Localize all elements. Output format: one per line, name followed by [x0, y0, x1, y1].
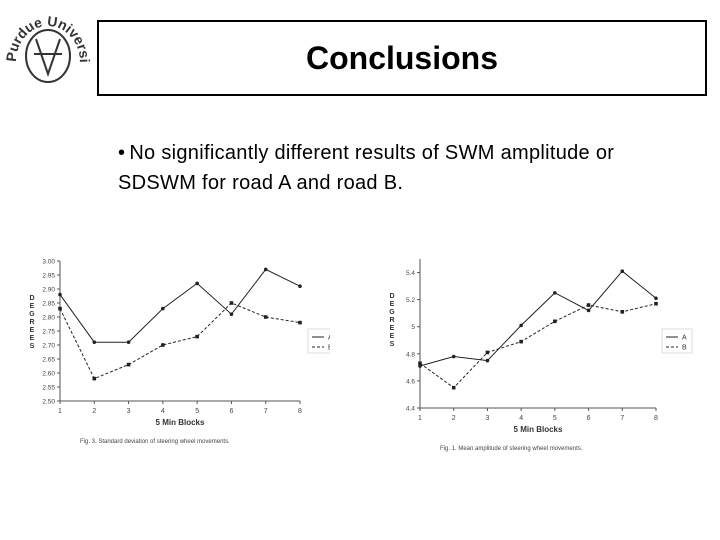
x-tick-label: 1 [418, 415, 422, 422]
point [58, 306, 62, 311]
legend-label: A [682, 335, 687, 342]
bullet-text: No significantly different results of SW… [118, 142, 615, 194]
x-axis-label: 5 Min Blocks [514, 425, 563, 434]
caption: Fig. 3. Standard deviation of steering w… [80, 439, 230, 445]
y-tick-label: 5.4 [406, 270, 415, 277]
point [229, 312, 234, 316]
point [451, 385, 456, 390]
y-axis-label: DEGREES [388, 293, 395, 349]
x-tick-label: 2 [452, 415, 456, 422]
point [553, 319, 557, 324]
point [553, 291, 557, 295]
point [161, 306, 165, 311]
point [229, 301, 234, 305]
series-line [419, 270, 657, 367]
point [58, 292, 62, 297]
legend-label: B [328, 345, 330, 352]
y-axis-label: DEGREES [28, 295, 35, 351]
x-tick-label: 6 [229, 408, 233, 415]
y-tick-label: 2.85 [42, 301, 55, 308]
x-tick-label: 8 [654, 415, 658, 422]
series-line [59, 302, 301, 380]
y-tick-label: 4.6 [406, 378, 415, 385]
point [620, 269, 625, 273]
point [195, 281, 199, 286]
point [418, 364, 422, 368]
x-tick-label: 2 [92, 408, 96, 415]
y-tick-label: 4.4 [406, 406, 415, 413]
x-tick-label: 5 [553, 415, 557, 422]
legend-label: B [682, 345, 687, 352]
x-tick-label: 4 [519, 415, 523, 422]
x-axis-label: 5 Min Blocks [156, 418, 205, 427]
y-tick-label: 2.90 [42, 287, 55, 294]
y-tick-label: 5.2 [406, 297, 415, 304]
point [620, 310, 625, 314]
point [92, 340, 97, 344]
x-tick-label: 7 [264, 408, 268, 415]
point [263, 267, 268, 272]
x-tick-label: 3 [485, 415, 489, 422]
chart-left: 2.50 2.55 2.60 2.65 2.70 2.75 2.80 2.85 2.90 2.95… [28, 259, 330, 445]
title-box: Conclusions [97, 20, 707, 96]
point [126, 362, 131, 367]
logo: Purdue University [4, 4, 92, 83]
bullet: No significantly different results of SW… [118, 138, 638, 198]
point [195, 334, 199, 339]
point [485, 350, 490, 355]
point [654, 301, 658, 306]
y-tick-label: 2.65 [42, 357, 55, 364]
y-tick-label: 2.50 [42, 399, 55, 406]
chart-right: 4.4 4.6 4.8 5 5.2 5.4 1 2 3 4 5 6 7 8 5 Min Blocks DEGR… [388, 259, 693, 452]
y-tick-label: 3.00 [42, 259, 55, 266]
series-line [59, 268, 301, 343]
slide-title: Conclusions [305, 39, 498, 76]
caption: Fig. 1. Mean amplitude of steering wheel… [440, 446, 583, 452]
x-tick-label: 3 [127, 408, 131, 415]
point [92, 376, 97, 381]
point [654, 296, 658, 301]
point [519, 323, 523, 328]
point [451, 354, 456, 359]
y-tick-label: 2.60 [42, 371, 55, 378]
x-tick-label: 7 [620, 415, 624, 422]
legend-box [307, 328, 330, 354]
y-tick-label: 5 [411, 324, 415, 331]
x-tick-label: 1 [58, 408, 62, 415]
x-tick-label: 8 [298, 408, 302, 415]
y-tick-label: 2.75 [42, 329, 55, 336]
x-tick-label: 5 [195, 408, 199, 415]
y-tick-label: 2.55 [42, 385, 55, 392]
x-tick-label: 6 [587, 415, 591, 422]
point [519, 339, 523, 344]
point [126, 340, 131, 344]
point [418, 361, 422, 366]
x-tick-label: 4 [161, 408, 165, 415]
y-tick-label: 2.70 [42, 343, 55, 350]
legend-box [661, 328, 693, 354]
point [161, 343, 165, 347]
point [586, 308, 591, 313]
point [298, 320, 302, 325]
series-line [419, 303, 657, 389]
y-tick-label: 2.80 [42, 315, 55, 322]
point [485, 358, 490, 363]
point [298, 284, 302, 288]
y-tick-label: 4.8 [406, 351, 415, 358]
point [263, 315, 268, 319]
y-tick-label: 2.95 [42, 273, 55, 280]
legend-label: A [328, 335, 330, 342]
point [586, 303, 591, 307]
